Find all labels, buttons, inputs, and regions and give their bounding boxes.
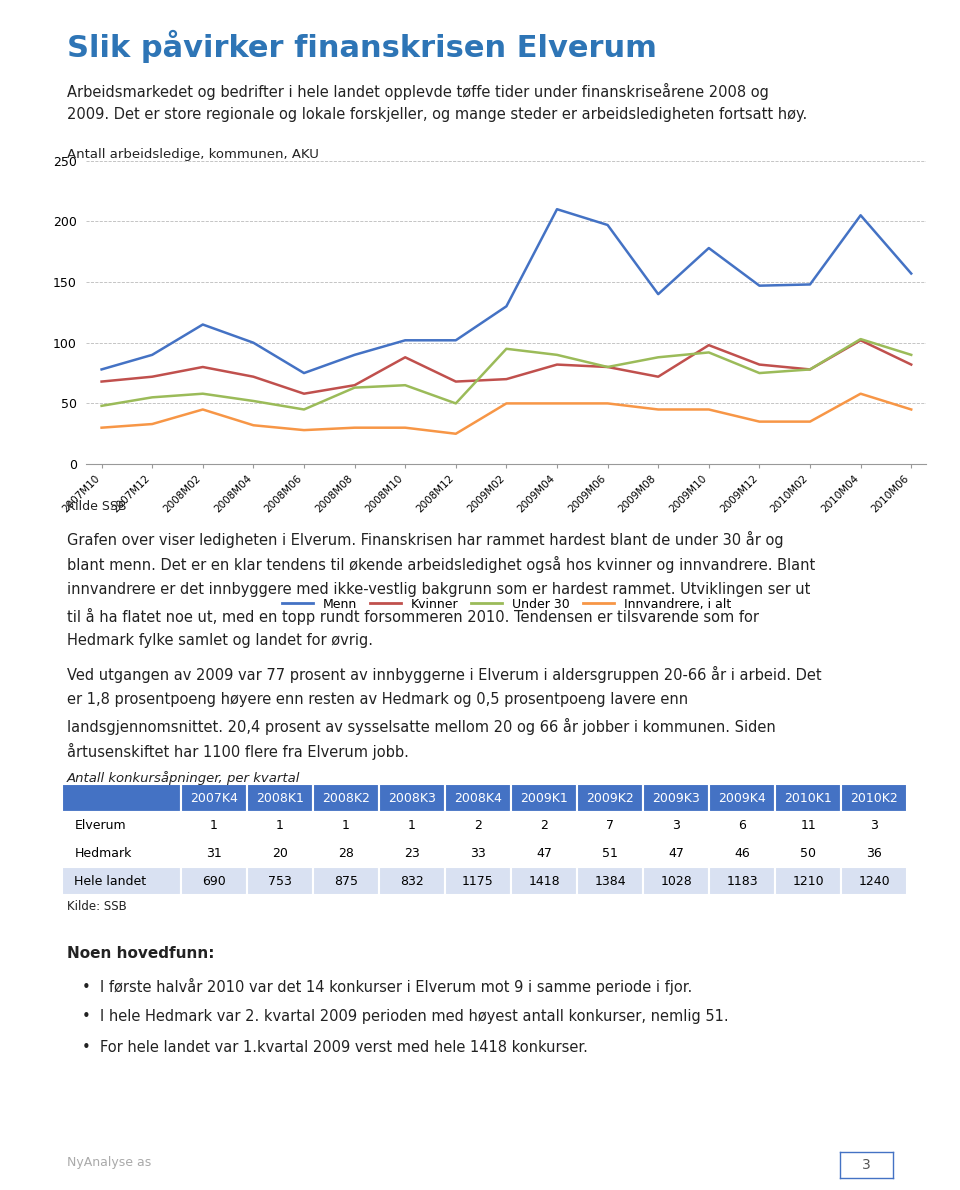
Text: Kilde SSB: Kilde SSB [67,500,127,513]
Text: Slik påvirker finanskrisen Elverum: Slik påvirker finanskrisen Elverum [67,30,657,63]
Text: blant menn. Det er en klar tendens til økende arbeidsledighet også hos kvinner o: blant menn. Det er en klar tendens til ø… [67,556,815,574]
Text: til å ha flatet noe ut, med en topp rundt forsommeren 2010. Tendensen er tilsvar: til å ha flatet noe ut, med en topp rund… [67,607,759,625]
Text: Kilde: SSB: Kilde: SSB [67,900,127,913]
Text: Noen hovedfunn:: Noen hovedfunn: [67,946,215,962]
Text: 2009. Det er store regionale og lokale forskjeller, og mange steder er arbeidsle: 2009. Det er store regionale og lokale f… [67,107,807,123]
Text: Antall konkursåpninger, per kvartal: Antall konkursåpninger, per kvartal [67,771,300,785]
Text: Grafen over viser ledigheten i Elverum. Finanskrisen har rammet hardest blant de: Grafen over viser ledigheten i Elverum. … [67,531,783,547]
Text: NyAnalyse as: NyAnalyse as [67,1155,152,1169]
Text: Hedmark fylke samlet og landet for øvrig.: Hedmark fylke samlet og landet for øvrig… [67,633,373,649]
Text: •  I hele Hedmark var 2. kvartal 2009 perioden med høyest antall konkurser, neml: • I hele Hedmark var 2. kvartal 2009 per… [82,1009,729,1025]
Text: 3: 3 [862,1158,871,1172]
Text: Ved utgangen av 2009 var 77 prosent av innbyggerne i Elverum i aldersgruppen 20-: Ved utgangen av 2009 var 77 prosent av i… [67,666,822,683]
Text: landsgjennomsnittet. 20,4 prosent av sysselsatte mellom 20 og 66 år jobber i kom: landsgjennomsnittet. 20,4 prosent av sys… [67,718,776,734]
Text: Arbeidsmarkedet og bedrifter i hele landet opplevde tøffe tider under finanskris: Arbeidsmarkedet og bedrifter i hele land… [67,83,769,100]
Text: årtusenskiftet har 1100 flere fra Elverum jobb.: årtusenskiftet har 1100 flere fra Elveru… [67,743,409,760]
Text: •  I første halvår 2010 var det 14 konkurser i Elverum mot 9 i samme periode i f: • I første halvår 2010 var det 14 konkur… [82,978,692,995]
Text: Antall arbeidsledige, kommunen, AKU: Antall arbeidsledige, kommunen, AKU [67,148,319,161]
Text: innvandrere er det innbyggere med ikke-vestlig bakgrunn som er hardest rammet. U: innvandrere er det innbyggere med ikke-v… [67,582,810,597]
Legend: Menn, Kvinner, Under 30, Innvandrere, i alt: Menn, Kvinner, Under 30, Innvandrere, i … [276,593,736,615]
Text: er 1,8 prosentpoeng høyere enn resten av Hedmark og 0,5 prosentpoeng lavere enn: er 1,8 prosentpoeng høyere enn resten av… [67,691,688,707]
Text: •  For hele landet var 1.kvartal 2009 verst med hele 1418 konkurser.: • For hele landet var 1.kvartal 2009 ver… [82,1040,588,1056]
